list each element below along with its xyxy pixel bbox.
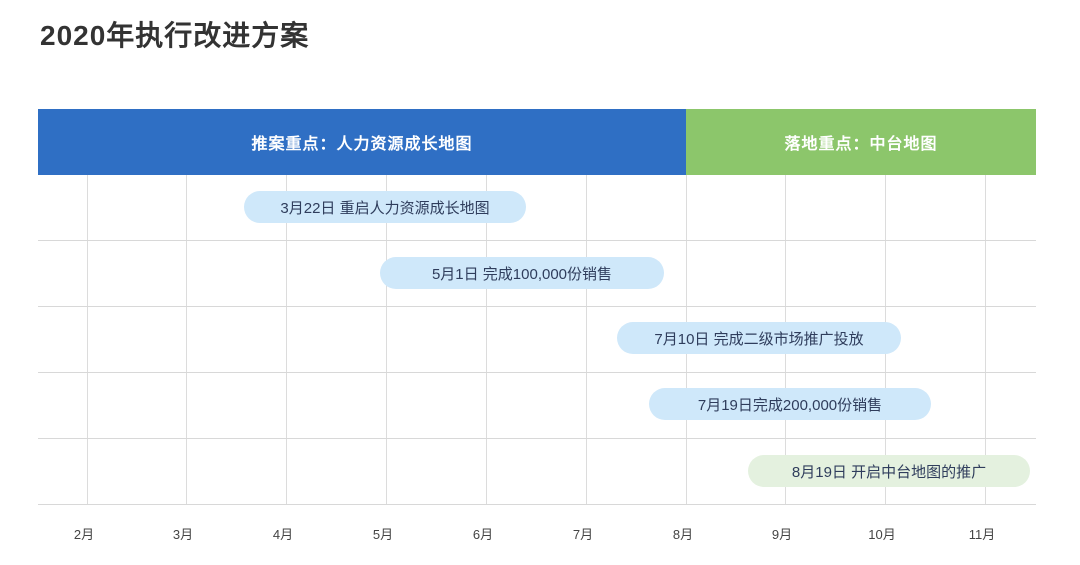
milestone-200k-sales: 7月19日完成200,000份销售 [649, 388, 931, 420]
milestone-restart-hr-map: 3月22日 重启人力资源成长地图 [244, 191, 526, 223]
grid-line-horizontal [38, 504, 1036, 505]
phase-banner-middle-platform: 落地重点：中台地图 [686, 109, 1036, 175]
month-label: 9月 [771, 527, 793, 542]
grid-line-vertical [985, 175, 986, 505]
grid-line-horizontal [38, 240, 1036, 241]
grid-line-vertical [386, 175, 387, 505]
month-label: 3月 [172, 527, 194, 542]
grid-line-vertical [586, 175, 587, 505]
month-label: 11月 [968, 527, 996, 542]
grid-line-vertical [486, 175, 487, 505]
grid-line-vertical [87, 175, 88, 505]
phase-banner-label: 落地重点：中台地图 [784, 136, 938, 153]
month-label: 2月 [73, 527, 95, 542]
grid-line-vertical [286, 175, 287, 505]
month-label: 7月 [572, 527, 594, 542]
month-label: 8月 [672, 527, 694, 542]
month-label: 4月 [272, 527, 294, 542]
month-label: 6月 [472, 527, 494, 542]
month-label: 10月 [868, 527, 896, 542]
grid-line-horizontal [38, 438, 1036, 439]
grid-line-vertical [186, 175, 187, 505]
milestone-100k-sales: 5月1日 完成100,000份销售 [380, 257, 664, 289]
milestone-middle-platform-launch: 8月19日 开启中台地图的推广 [748, 455, 1030, 487]
phase-banner-label: 推案重点：人力资源成长地图 [251, 136, 473, 153]
month-label: 5月 [372, 527, 394, 542]
milestone-market-promotion: 7月10日 完成二级市场推广投放 [617, 322, 901, 354]
grid-line-horizontal [38, 372, 1036, 373]
phase-banner-hr-map: 推案重点：人力资源成长地图 [38, 109, 686, 175]
page-title: 2020年执行改进方案 [40, 20, 310, 51]
grid-line-horizontal [38, 306, 1036, 307]
